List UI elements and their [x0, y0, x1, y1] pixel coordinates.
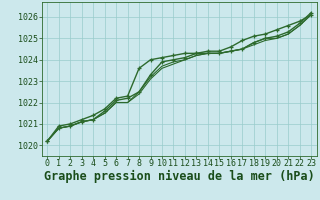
X-axis label: Graphe pression niveau de la mer (hPa): Graphe pression niveau de la mer (hPa)	[44, 170, 315, 183]
